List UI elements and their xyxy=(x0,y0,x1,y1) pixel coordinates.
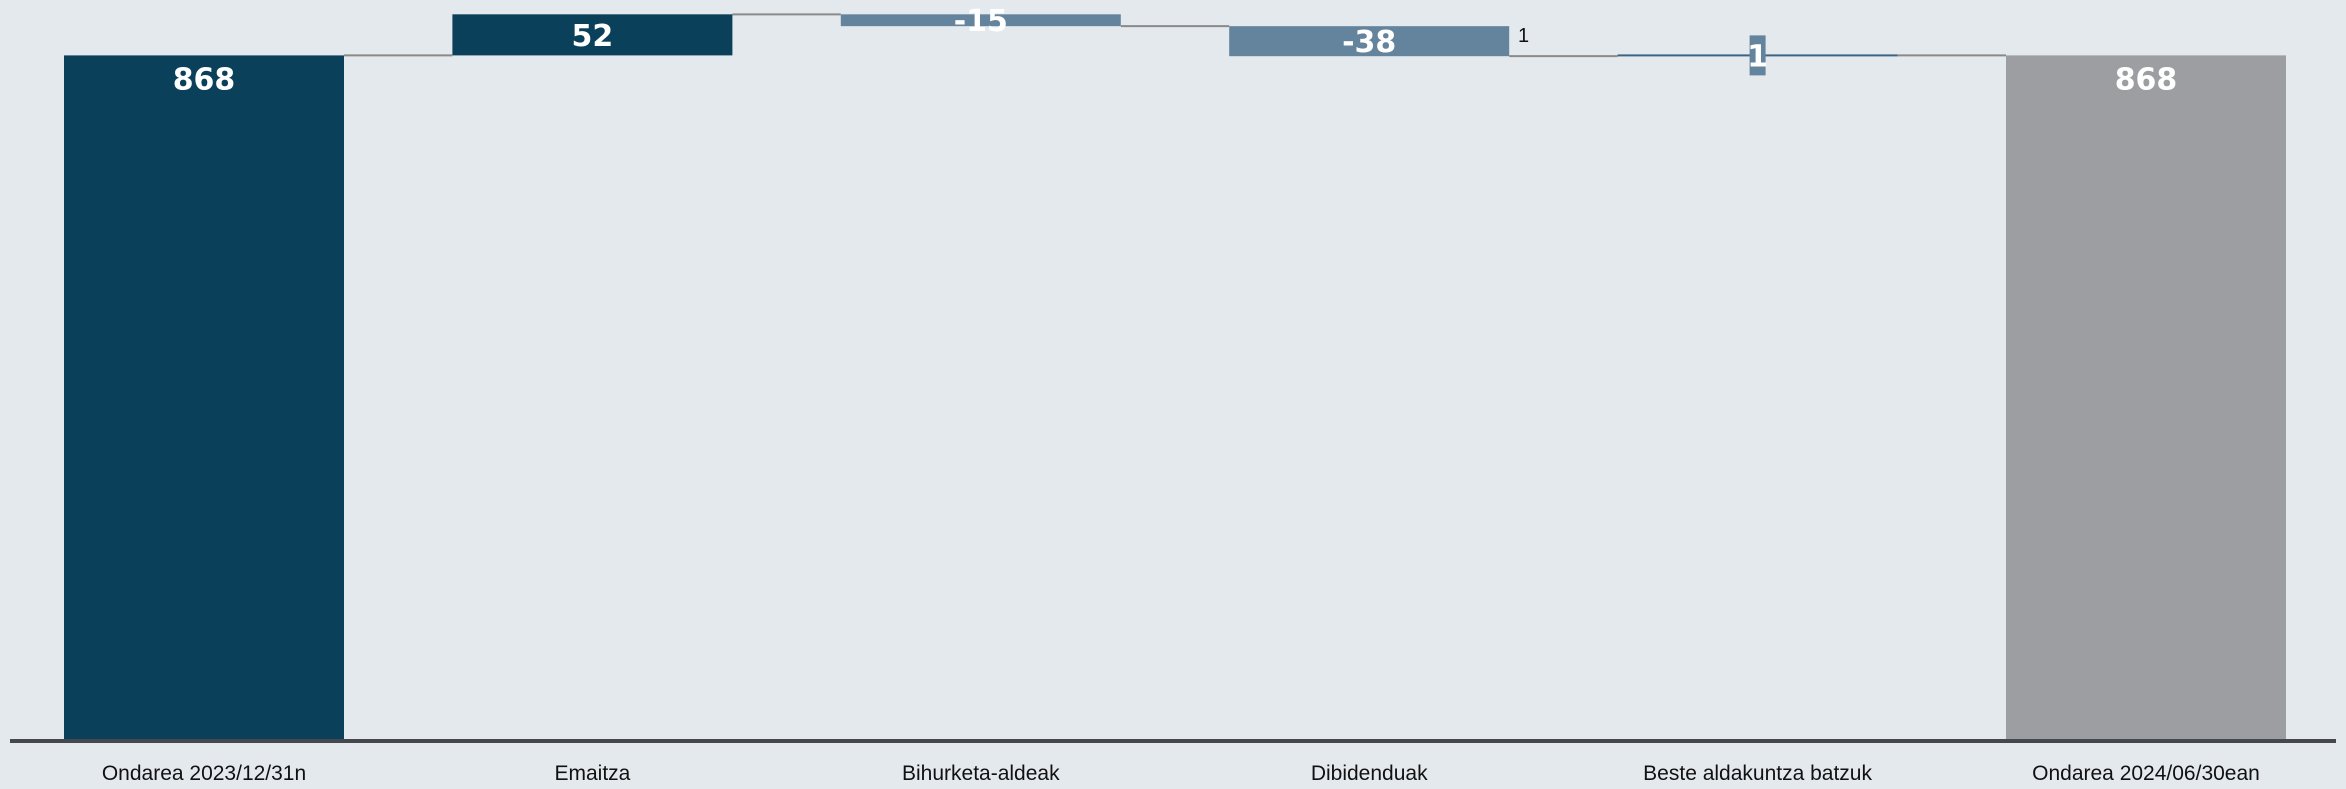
bar-value-emaitza: 52 xyxy=(572,19,614,54)
bar-value-ondarea-2024-06-30ean: 868 xyxy=(2115,62,2178,97)
bar-value-ondarea-2023-12-31n: 868 xyxy=(173,62,236,97)
category-labels: Ondarea 2023/12/31n Emaitza Bihurketa-alde… xyxy=(102,762,2260,785)
bar-bihurketa-aldeak xyxy=(840,14,1121,27)
bar-dibidenduak xyxy=(1229,26,1510,57)
category-label-ondarea-2024-06-30ean: Ondarea 2024/06/30ean xyxy=(2032,762,2260,784)
chart-bars xyxy=(64,14,2286,742)
footnote-marker: 1 xyxy=(1518,25,1529,47)
bar-value-bihurketa-aldeak: -15 xyxy=(954,4,1008,39)
category-label-bihurketa-aldeak: Bihurketa-aldeak xyxy=(902,762,1060,784)
bar-value-labels: 868 52 -15 -38 1 868 xyxy=(173,4,2178,97)
bar-ondarea-2023-12-31n xyxy=(64,55,344,742)
category-label-emaitza: Emaitza xyxy=(554,762,630,784)
bar-emaitza xyxy=(452,14,733,56)
category-label-dibidenduak: Dibidenduak xyxy=(1311,762,1428,784)
category-label-beste-aldakuntza-batzuk: Beste aldakuntza batzuk xyxy=(1643,762,1872,784)
category-label-ondarea-2023-12-31n: Ondarea 2023/12/31n xyxy=(102,762,306,784)
bar-value-dibidenduak: -38 xyxy=(1342,25,1396,60)
bar-value-beste-aldakuntza-batzuk: 1 xyxy=(1747,39,1768,74)
bar-label-chip-beste-aldakuntza-batzuk xyxy=(1749,35,1766,76)
bar-ondarea-2024-06-30ean xyxy=(2006,55,2286,742)
connector-lines xyxy=(344,13,2006,58)
